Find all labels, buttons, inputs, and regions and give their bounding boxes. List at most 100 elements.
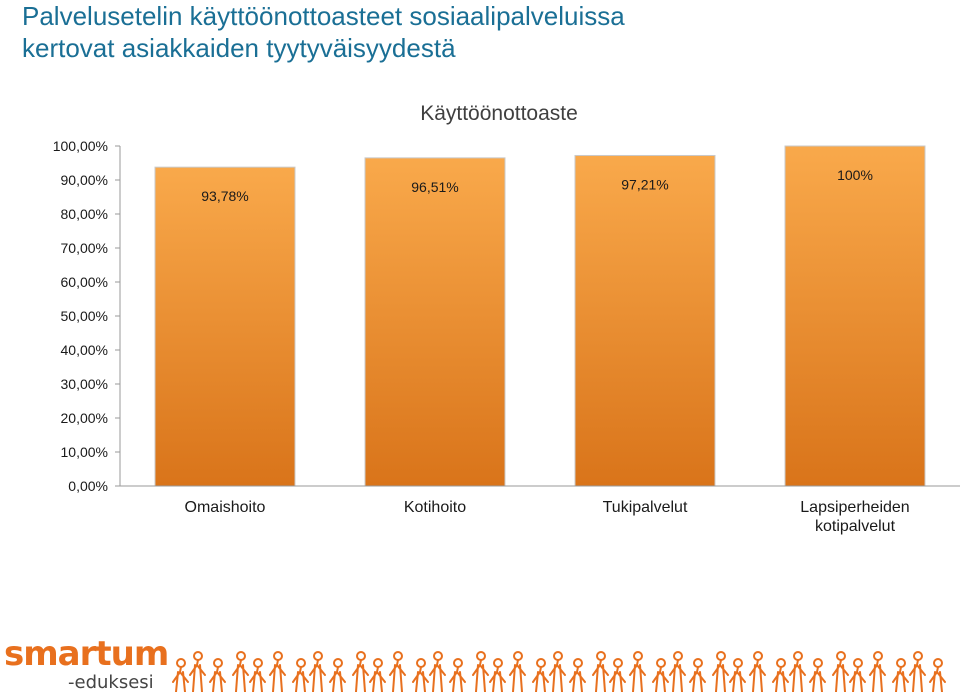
crowd-figure-head [813, 658, 823, 668]
crowd-figure [292, 666, 309, 692]
crowd-figure [712, 659, 729, 692]
logo-sub-text: -eduksesi [68, 672, 154, 693]
crowd-figure-head [453, 658, 463, 668]
crowd-figure [849, 666, 866, 692]
crowd-figure [232, 659, 249, 692]
crowd-figure-head [633, 651, 643, 661]
page-title-line-2: kertovat asiakkaiden tyytyväisyydestä [22, 33, 456, 63]
x-tick-label: Omaishoito [185, 499, 266, 516]
crowd-figure-head [836, 651, 846, 661]
crowd-figure [352, 659, 369, 692]
crowd-figure-head [193, 651, 203, 661]
x-axis: Omaishoito Kotihoito Tukipalvelut Lapsiperh… [120, 485, 960, 535]
crowd-figure-head [933, 658, 943, 668]
x-tick-label: Kotihoito [404, 499, 466, 516]
crowd-figure [569, 666, 586, 692]
crowd-figure [929, 666, 946, 692]
crowd-figure [832, 659, 849, 692]
crowd-figure [509, 659, 526, 692]
crowd-figure [309, 659, 326, 692]
crowd-figure-head [693, 658, 703, 668]
y-tick-label: 40,00% [61, 342, 108, 358]
bar-data-label: 96,51% [411, 179, 458, 195]
crowd-illustration [172, 651, 946, 692]
bar-2 [574, 154, 716, 487]
crowd-figure-head [213, 658, 223, 668]
crowd-figure [489, 666, 506, 692]
crowd-figure-head [656, 658, 666, 668]
crowd-figure-head [573, 658, 583, 668]
crowd-figure-head [596, 651, 606, 661]
logo-main-text: smartum [4, 634, 169, 674]
crowd-figure [749, 659, 766, 692]
crowd-figure [609, 666, 626, 692]
crowd-figure [269, 659, 286, 692]
crowd-figure [909, 659, 926, 692]
y-tick-label: 70,00% [61, 240, 108, 256]
crowd-figure [629, 659, 646, 692]
crowd-figure [329, 666, 346, 692]
x-tick-label: Tukipalvelut [603, 499, 688, 516]
crowd-figure [809, 666, 826, 692]
crowd-figure [869, 659, 886, 692]
crowd-figure-head [393, 651, 403, 661]
crowd-figure-head [896, 658, 906, 668]
crowd-figure [689, 666, 706, 692]
crowd-figure [652, 666, 669, 692]
crowd-figure [549, 659, 566, 692]
crowd-figure [189, 659, 206, 692]
page-title: Palvelusetelin käyttöönottoasteet sosiaa… [22, 0, 942, 64]
crowd-figure-head [673, 651, 683, 661]
x-tick-label: kotipalvelut [815, 518, 896, 535]
crowd-figure-head [873, 651, 883, 661]
crowd-figure-head [493, 658, 503, 668]
crowd-figure [449, 666, 466, 692]
y-tick-label: 60,00% [61, 274, 108, 290]
crowd-figure [789, 659, 806, 692]
page-title-line-1: Palvelusetelin käyttöönottoasteet sosiaa… [22, 1, 625, 31]
crowd-figure [172, 666, 189, 692]
crowd-figure [669, 659, 686, 692]
crowd-figure-head [733, 658, 743, 668]
crowd-figure [249, 666, 266, 692]
crowd-figure [772, 666, 789, 692]
y-tick-label: 80,00% [61, 206, 108, 222]
crowd-figure-head [776, 658, 786, 668]
crowd-figure-head [273, 651, 283, 661]
crowd-figure [892, 666, 909, 692]
crowd-figure-head [476, 651, 486, 661]
crowd-figure-head [553, 651, 563, 661]
crowd-figure-head [793, 651, 803, 661]
crowd-figure [429, 659, 446, 692]
y-tick-label: 0,00% [68, 478, 108, 494]
crowd-figure-head [853, 658, 863, 668]
crowd-figure-head [313, 651, 323, 661]
crowd-figure-head [613, 658, 623, 668]
bar-data-label: 97,21% [621, 176, 668, 192]
chart-title: Käyttöönottoaste [420, 102, 578, 125]
footer: smartum -eduksesi [0, 630, 960, 695]
crowd-figure-head [433, 651, 443, 661]
crowd-figure [472, 659, 489, 692]
crowd-figure-head [913, 651, 923, 661]
y-tick-label: 90,00% [61, 172, 108, 188]
y-tick-label: 50,00% [61, 308, 108, 324]
crowd-figure [729, 666, 746, 692]
y-tick-label: 20,00% [61, 410, 108, 426]
crowd-figure [532, 666, 549, 692]
crowd-figure-head [716, 651, 726, 661]
bar-1 [364, 157, 506, 487]
crowd-figure [389, 659, 406, 692]
y-tick-label: 10,00% [61, 444, 108, 460]
crowd-figure-head [236, 651, 246, 661]
crowd-figure-head [416, 658, 426, 668]
crowd-figure-head [176, 658, 186, 668]
crowd-figure [592, 659, 609, 692]
crowd-figure-head [753, 651, 763, 661]
y-tick-label: 30,00% [61, 376, 108, 392]
bars: 93,78% 96,51% 97,21% 100% [154, 145, 926, 487]
crowd-figure-head [253, 658, 263, 668]
smartum-logo: smartum -eduksesi [4, 634, 169, 694]
bar-3 [784, 145, 926, 487]
crowd-figure [412, 666, 429, 692]
